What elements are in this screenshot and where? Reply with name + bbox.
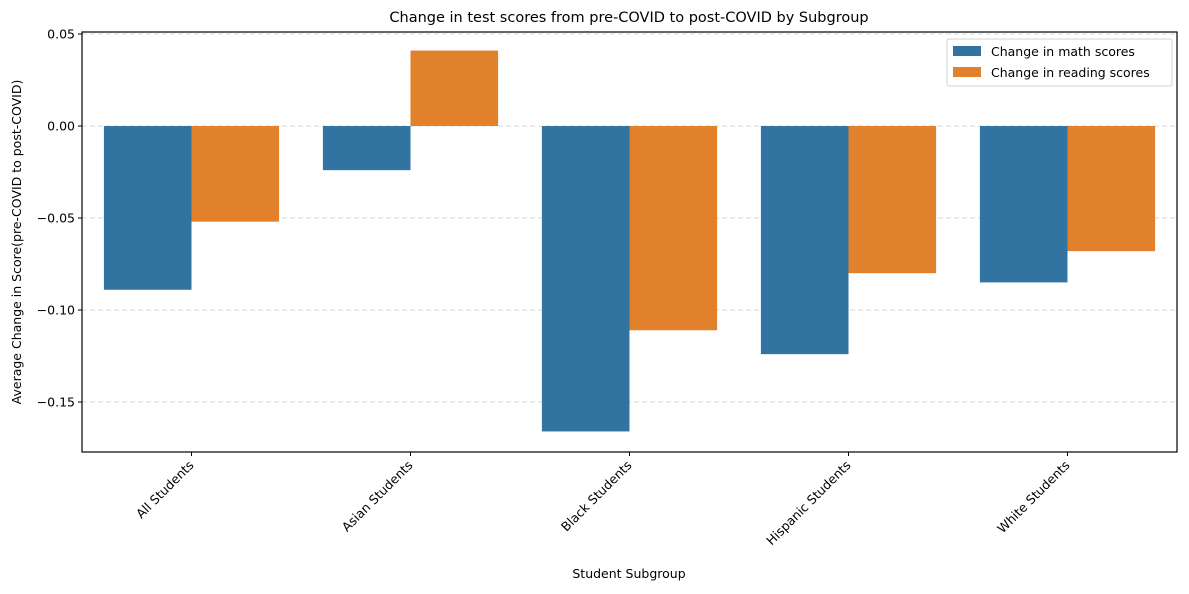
bar-reading <box>848 126 937 274</box>
y-tick-label: 0.00 <box>47 119 75 134</box>
legend-box <box>946 38 1173 87</box>
y-tick-label: −0.05 <box>37 211 75 226</box>
legend-label: Change in reading scores <box>991 65 1150 80</box>
x-tick-label: Asian Students <box>339 458 416 535</box>
bar-math <box>541 126 630 432</box>
x-axis-ticks: All Students Asian Students Black Students… <box>133 452 1073 548</box>
y-tick-label: −0.10 <box>37 303 75 318</box>
y-tick-label: −0.15 <box>37 395 75 410</box>
x-tick-label: White Students <box>994 458 1073 537</box>
legend: Change in math scores Change in reading s… <box>946 38 1173 87</box>
legend-swatch <box>953 67 981 77</box>
y-axis-ticks: 0.05 0.00 −0.05 −0.10 −0.15 <box>37 27 82 410</box>
chart-title: Change in test scores from pre-COVID to … <box>389 10 868 26</box>
bar-reading <box>410 50 499 127</box>
bar-math <box>760 126 849 355</box>
bars <box>103 50 1156 432</box>
bar-reading <box>629 126 718 331</box>
bar-reading <box>191 126 280 222</box>
bar-reading <box>1067 126 1156 252</box>
x-tick-label: Hispanic Students <box>763 458 853 548</box>
x-tick-label: Black Students <box>558 458 635 535</box>
bar-math <box>979 126 1068 283</box>
y-tick-label: 0.05 <box>47 27 75 42</box>
bar-math <box>103 126 192 290</box>
y-axis-label: Average Change in Score(pre-COVID to pos… <box>9 80 24 405</box>
legend-swatch <box>953 46 981 56</box>
bar-math <box>322 126 411 171</box>
legend-label: Change in math scores <box>991 44 1135 59</box>
x-axis-label: Student Subgroup <box>572 566 685 581</box>
x-tick-label: All Students <box>133 458 197 522</box>
